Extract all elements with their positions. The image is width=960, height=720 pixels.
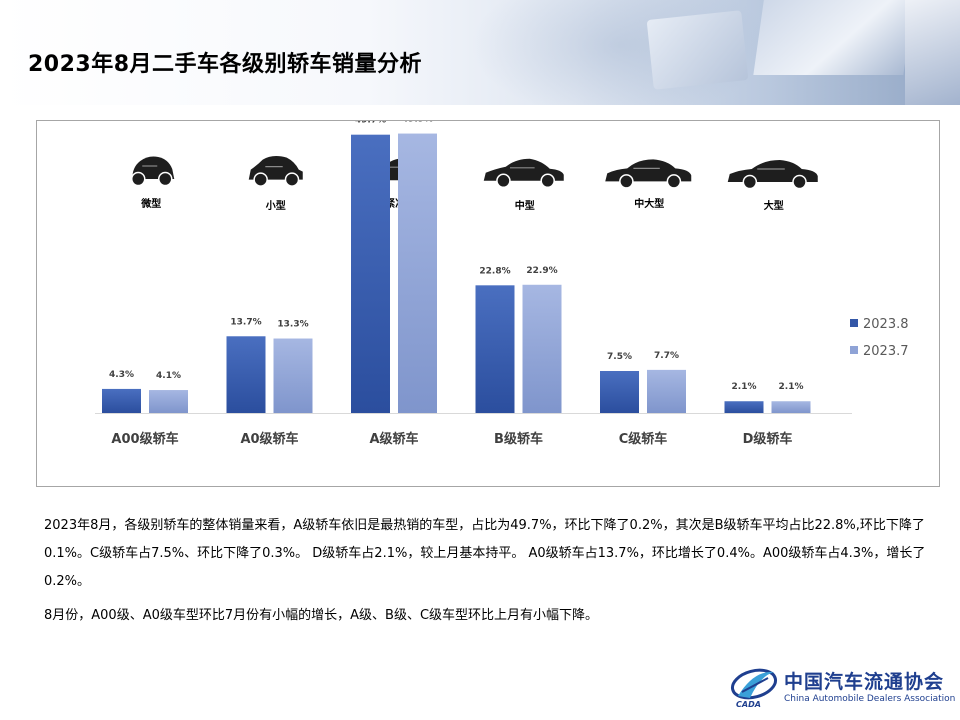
page-title: 2023年8月二手车各级别轿车销量分析 [28, 52, 423, 77]
data-label: 49.9% [402, 121, 433, 125]
bar-series1 [351, 134, 390, 413]
data-label: 22.8% [479, 266, 510, 276]
banner-decoration [905, 0, 960, 105]
data-label: 22.9% [526, 266, 557, 276]
car-type-label: 中大型 [634, 197, 664, 210]
description-paragraph: 2023年8月，各级别轿车的整体销量来看，A级轿车依旧是最热销的车型，占比为49… [44, 518, 926, 589]
category-label: C级轿车 [619, 431, 668, 447]
category-label: A0级轿车 [240, 431, 298, 447]
bar-series2 [522, 284, 562, 413]
bar-series1 [102, 388, 141, 413]
bar-series1 [475, 285, 515, 413]
bar-chart: 微型小型紧凑级中型中大型大型4.3%13.7%49.7%22.8%7.5%2.1… [95, 121, 909, 447]
banner-decoration [753, 0, 917, 75]
data-label: 13.7% [230, 317, 261, 327]
description-paragraph: 8月份，A00级、A0级车型环比7月份有小幅的增长，A级、B级、C级车型环比上月… [44, 608, 599, 623]
legend-label: 2023.8 [863, 317, 909, 332]
bar-series2 [149, 390, 188, 413]
logo-name-cn: 中国汽车流通协会 [784, 671, 945, 693]
data-label: 7.5% [607, 352, 632, 362]
car-type-label: 微型 [140, 197, 161, 210]
micro-car-icon [131, 156, 175, 187]
category-label: D级轿车 [743, 431, 793, 447]
bar-series1 [226, 336, 266, 413]
data-label: 4.3% [109, 370, 134, 380]
legend-label: 2023.7 [863, 344, 909, 359]
bar-series2 [771, 401, 811, 413]
description: 2023年8月，各级别轿车的整体销量来看，A级轿车依旧是最热销的车型，占比为49… [44, 512, 934, 636]
midsize-sedan-icon [483, 158, 564, 189]
header-banner: 2023年8月二手车各级别轿车销量分析 [0, 0, 960, 105]
legend-swatch [850, 319, 858, 327]
logo-name-en: China Automobile Dealers Association [784, 694, 956, 704]
data-label: 13.3% [277, 320, 308, 330]
car-type-label: 大型 [764, 199, 784, 212]
hatchback-car-icon [248, 156, 303, 187]
logo-abbreviation: CADA [736, 700, 761, 709]
bar-series1 [724, 401, 764, 413]
category-label: A级轿车 [369, 431, 418, 447]
bar-series2 [273, 338, 313, 413]
banner-decoration [646, 10, 749, 90]
car-type-label: 小型 [265, 199, 286, 212]
large-sedan-icon [605, 159, 692, 189]
bar-series2 [647, 369, 686, 413]
category-label: B级轿车 [494, 431, 543, 447]
data-label: 2.1% [779, 382, 804, 392]
category-label: A00级轿车 [111, 431, 178, 447]
data-label: 4.1% [156, 371, 181, 381]
data-label: 49.7% [355, 121, 386, 126]
data-label: 7.7% [654, 351, 679, 361]
luxury-sedan-icon [727, 160, 818, 190]
legend-swatch [850, 346, 858, 354]
car-type-label: 中型 [515, 199, 535, 212]
cada-emblem-icon [730, 668, 778, 700]
data-label: 2.1% [732, 382, 757, 392]
bar-series2 [398, 133, 437, 413]
association-logo: CADA 中国汽车流通协会 China Automobile Dealers A… [728, 662, 956, 714]
chart-panel: 微型小型紧凑级中型中大型大型4.3%13.7%49.7%22.8%7.5%2.1… [36, 120, 940, 487]
bar-series1 [600, 371, 639, 413]
